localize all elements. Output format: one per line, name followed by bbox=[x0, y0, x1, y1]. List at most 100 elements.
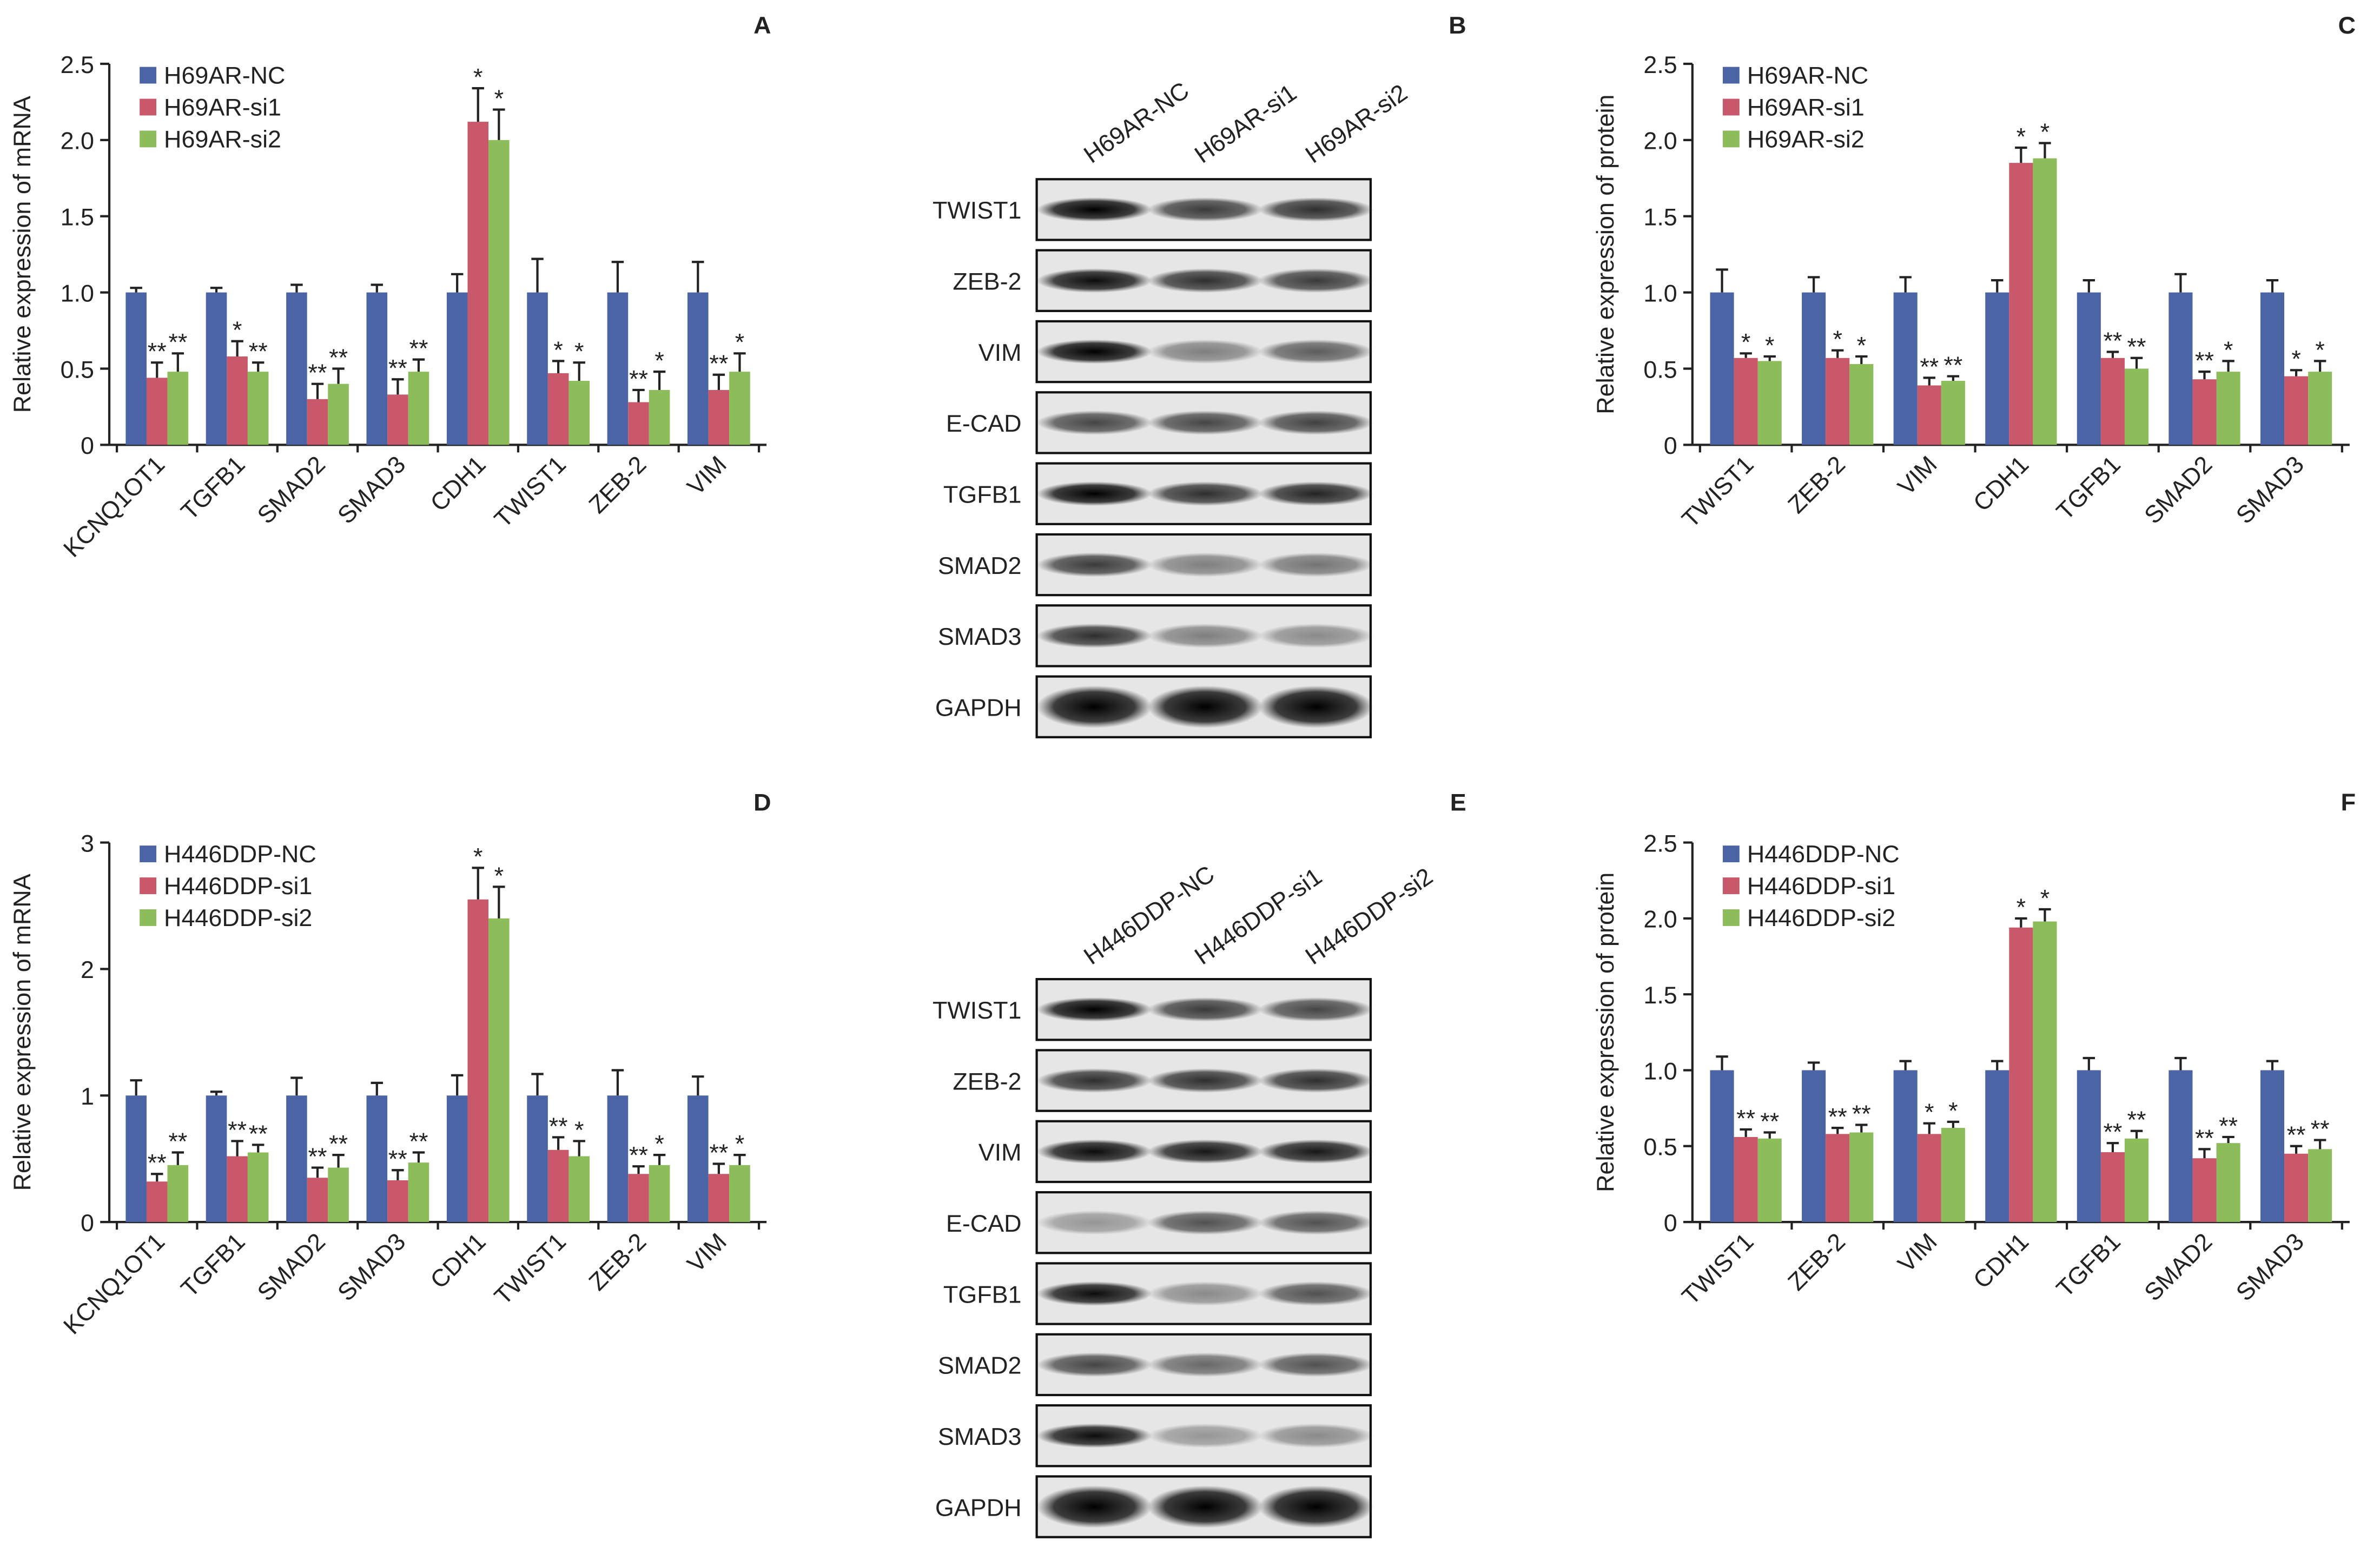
error-bar bbox=[1831, 349, 1844, 358]
error-bar bbox=[451, 273, 464, 293]
bar bbox=[2124, 368, 2149, 445]
blot-band bbox=[1147, 1139, 1263, 1164]
x-tick-label: CDH1 bbox=[425, 1227, 491, 1293]
error-bar bbox=[392, 378, 404, 395]
error-bar bbox=[2039, 908, 2051, 922]
y-tick-label: 1.5 bbox=[1643, 203, 1677, 231]
y-tick-label: 0 bbox=[81, 432, 94, 459]
error-bar bbox=[632, 388, 645, 402]
bar bbox=[1985, 1070, 2009, 1222]
bar bbox=[2216, 372, 2240, 445]
bar bbox=[1941, 1128, 1965, 1222]
x-tick-label: SMAD2 bbox=[2139, 1227, 2217, 1306]
bar bbox=[125, 1095, 147, 1222]
blot-band bbox=[1258, 1485, 1374, 1528]
error-bar bbox=[171, 352, 184, 372]
significance: * bbox=[494, 84, 504, 112]
bar bbox=[2124, 1138, 2149, 1222]
bar bbox=[328, 384, 349, 445]
bar bbox=[2100, 1152, 2125, 1222]
error-bar bbox=[573, 361, 585, 381]
row-label: SMAD3 bbox=[938, 1423, 1022, 1450]
error-bar bbox=[2290, 1145, 2303, 1154]
error-bar bbox=[733, 1154, 746, 1165]
bar bbox=[2284, 376, 2309, 445]
error-bar bbox=[1716, 268, 1728, 293]
significance: * bbox=[2224, 336, 2233, 364]
y-axis-label: Relative expression of protein bbox=[1591, 95, 1619, 414]
bar bbox=[607, 292, 629, 445]
significance: ** bbox=[409, 1127, 428, 1155]
bar bbox=[2100, 358, 2125, 445]
error-bar bbox=[1923, 1122, 1936, 1134]
y-tick-label: 2.5 bbox=[61, 51, 94, 78]
x-tick-label: VIM bbox=[682, 451, 731, 500]
panel-label: C bbox=[2338, 11, 2356, 39]
significance: ** bbox=[388, 354, 407, 382]
error-bar bbox=[531, 1073, 544, 1096]
x-tick-label: VIM bbox=[682, 1227, 731, 1277]
significance: * bbox=[1948, 1096, 1958, 1124]
bar bbox=[547, 373, 569, 445]
error-bar bbox=[130, 1079, 142, 1096]
error-bar bbox=[472, 87, 484, 122]
error-bar bbox=[1855, 1124, 1868, 1133]
bar bbox=[1849, 364, 1874, 445]
blot-band bbox=[1147, 410, 1263, 435]
error-bar bbox=[2313, 1139, 2326, 1149]
bar bbox=[708, 389, 730, 445]
panel-label: E bbox=[1450, 789, 1466, 816]
legend-label: H69AR-si2 bbox=[1747, 125, 1865, 153]
significance: * bbox=[233, 316, 242, 343]
y-tick-label: 1.0 bbox=[61, 279, 94, 307]
significance: * bbox=[574, 1116, 584, 1144]
error-bar bbox=[1947, 375, 1960, 381]
error-bar bbox=[2222, 1135, 2234, 1144]
legend-label: H446DDP-si1 bbox=[164, 872, 312, 900]
error-bar bbox=[252, 1144, 265, 1153]
bar bbox=[1710, 292, 1734, 445]
error-bar bbox=[2130, 356, 2143, 369]
blot-band bbox=[1258, 623, 1374, 648]
bar bbox=[1757, 361, 1782, 445]
error-bar bbox=[2222, 360, 2234, 372]
bar bbox=[2009, 927, 2033, 1222]
bar bbox=[527, 292, 548, 445]
bar bbox=[2192, 379, 2217, 445]
bar bbox=[408, 1162, 429, 1222]
error-bar bbox=[2015, 146, 2027, 163]
bar bbox=[628, 1174, 649, 1222]
legend-label: H69AR-si2 bbox=[164, 125, 281, 153]
error-bar bbox=[611, 1069, 624, 1096]
significance: * bbox=[1857, 331, 1866, 359]
bar bbox=[328, 1167, 349, 1222]
error-bar bbox=[632, 1165, 645, 1174]
bar bbox=[286, 1095, 307, 1222]
significance: ** bbox=[2127, 1106, 2146, 1133]
error-bar bbox=[130, 287, 142, 293]
error-bar bbox=[653, 371, 666, 390]
legend-swatch bbox=[1722, 877, 1740, 894]
error-bar bbox=[2015, 917, 2027, 928]
blot-band bbox=[1036, 1423, 1152, 1448]
blot-band bbox=[1258, 339, 1374, 364]
x-tick-label: KCNQ1OT1 bbox=[58, 1227, 170, 1339]
error-bar bbox=[1740, 1128, 1752, 1137]
significance: ** bbox=[409, 334, 428, 362]
bar bbox=[2192, 1158, 2217, 1222]
bar bbox=[467, 122, 489, 445]
significance: * bbox=[473, 63, 482, 90]
bar bbox=[687, 1095, 709, 1222]
significance: * bbox=[2040, 118, 2050, 146]
significance: ** bbox=[1736, 1104, 1755, 1132]
error-bar bbox=[290, 1076, 303, 1096]
blot-band bbox=[1147, 268, 1263, 293]
y-tick-label: 2.0 bbox=[1643, 906, 1677, 933]
panel-label: F bbox=[2341, 789, 2356, 816]
row-label: ZEB-2 bbox=[953, 1067, 1021, 1095]
bar bbox=[1941, 381, 1965, 445]
blot-band bbox=[1036, 1352, 1152, 1377]
row-label: VIM bbox=[979, 1139, 1022, 1166]
significance: ** bbox=[2195, 1124, 2214, 1152]
row-label: TGFB1 bbox=[943, 481, 1022, 508]
